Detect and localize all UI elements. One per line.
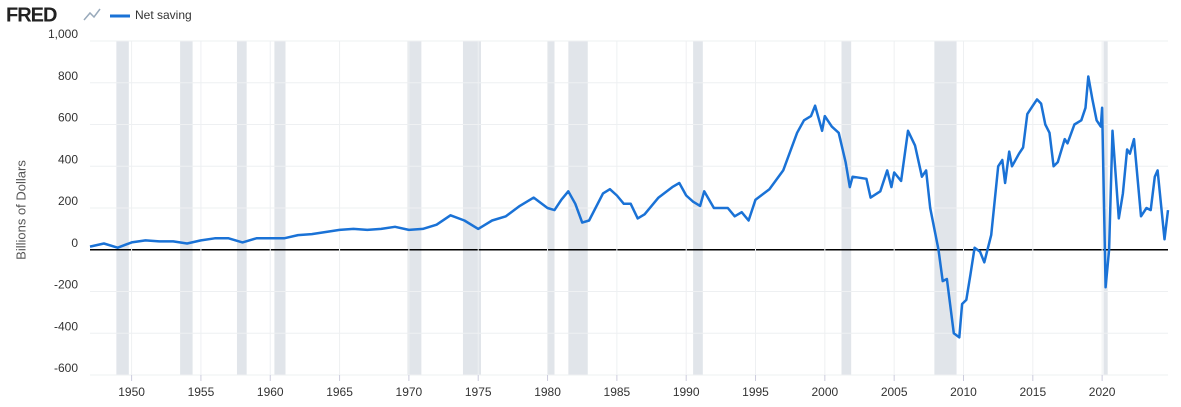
x-tick-label: 1990 bbox=[673, 385, 700, 399]
x-tick-label: 2010 bbox=[950, 385, 977, 399]
x-tick-label: 1955 bbox=[188, 385, 215, 399]
y-tick-label: 0 bbox=[71, 236, 78, 250]
x-tick-label: 2015 bbox=[1019, 385, 1046, 399]
x-tick-label: 1965 bbox=[326, 385, 353, 399]
logo: FRED bbox=[6, 4, 57, 26]
legend-label: Net saving bbox=[135, 8, 192, 22]
x-tick-label: 2005 bbox=[881, 385, 908, 399]
x-tick-label: 1975 bbox=[465, 385, 492, 399]
x-tick-label: 1950 bbox=[118, 385, 145, 399]
x-tick-label: 1995 bbox=[742, 385, 769, 399]
y-tick-label: -600 bbox=[54, 361, 78, 375]
y-tick-label: 1,000 bbox=[48, 27, 78, 41]
x-tick-label: 1985 bbox=[604, 385, 631, 399]
series-line bbox=[89, 75, 1170, 339]
y-tick-label: 600 bbox=[58, 111, 78, 125]
y-tick-label: 200 bbox=[58, 194, 78, 208]
y-tick-label: 800 bbox=[58, 69, 78, 83]
logo-icon bbox=[83, 8, 101, 21]
x-tick-label: 1960 bbox=[257, 385, 284, 399]
x-tick-label: 2000 bbox=[811, 385, 838, 399]
x-tick-label: 1980 bbox=[534, 385, 561, 399]
y-tick-label: -400 bbox=[54, 319, 78, 333]
y-tick-label: -200 bbox=[54, 278, 78, 292]
x-tick-label: 1970 bbox=[396, 385, 423, 399]
y-axis-label: Billions of Dollars bbox=[13, 160, 28, 260]
y-tick-label: 400 bbox=[58, 152, 78, 166]
x-tick-label: 2020 bbox=[1089, 385, 1116, 399]
